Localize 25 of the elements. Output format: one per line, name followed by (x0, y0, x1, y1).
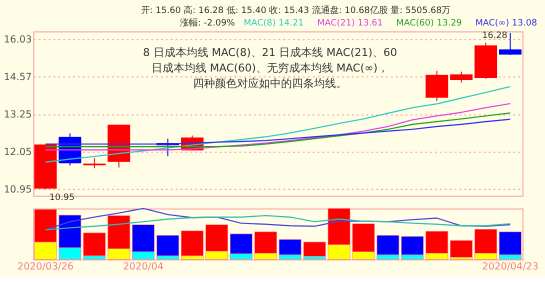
y-tick-label: 14.57 (4, 72, 32, 84)
y-tick-label: 10.95 (4, 184, 32, 196)
y-tick-label: 16.03 (4, 34, 32, 46)
annotation: 10.95 (49, 192, 75, 203)
annotation: 8 日成本均线 MAC(8)、21 日成本线 MAC(21)、60 日成本均线 MAC(60)、无穷成本均线 MAC(∞)，四种颜色对应如中的四条均线。 (143, 46, 398, 90)
candlestick (426, 70, 448, 102)
x-tick-label: 2020/04 (123, 262, 164, 273)
bar (450, 240, 473, 258)
annotation: 16.28 (482, 30, 508, 41)
bar (499, 232, 522, 256)
text: MAC(8) 14.21 (244, 18, 304, 28)
bar (156, 235, 180, 256)
y-tick-label: 13.25 (4, 110, 32, 121)
text: MAC(∞) 13.08 (475, 18, 538, 28)
x-tick-label: 2020/04/23 (482, 262, 538, 273)
text: MAC(60) 13.29 (396, 18, 462, 28)
y-tick-label: 12.05 (4, 146, 32, 158)
text: 开: 15.60 高: 16.28 低: 15.40 收: 15.43 流通盘: 10.68亿股 量: 5505.68万 (140, 4, 451, 16)
text: 涨幅: -2.09% (180, 17, 235, 28)
text: MAC(21) 13.61 (317, 18, 383, 28)
x-tick-label: 2020/03/26 (17, 262, 74, 273)
bar (181, 230, 204, 256)
candlestick (83, 158, 106, 169)
line-series (44, 102, 511, 150)
candlestick (450, 71, 473, 83)
